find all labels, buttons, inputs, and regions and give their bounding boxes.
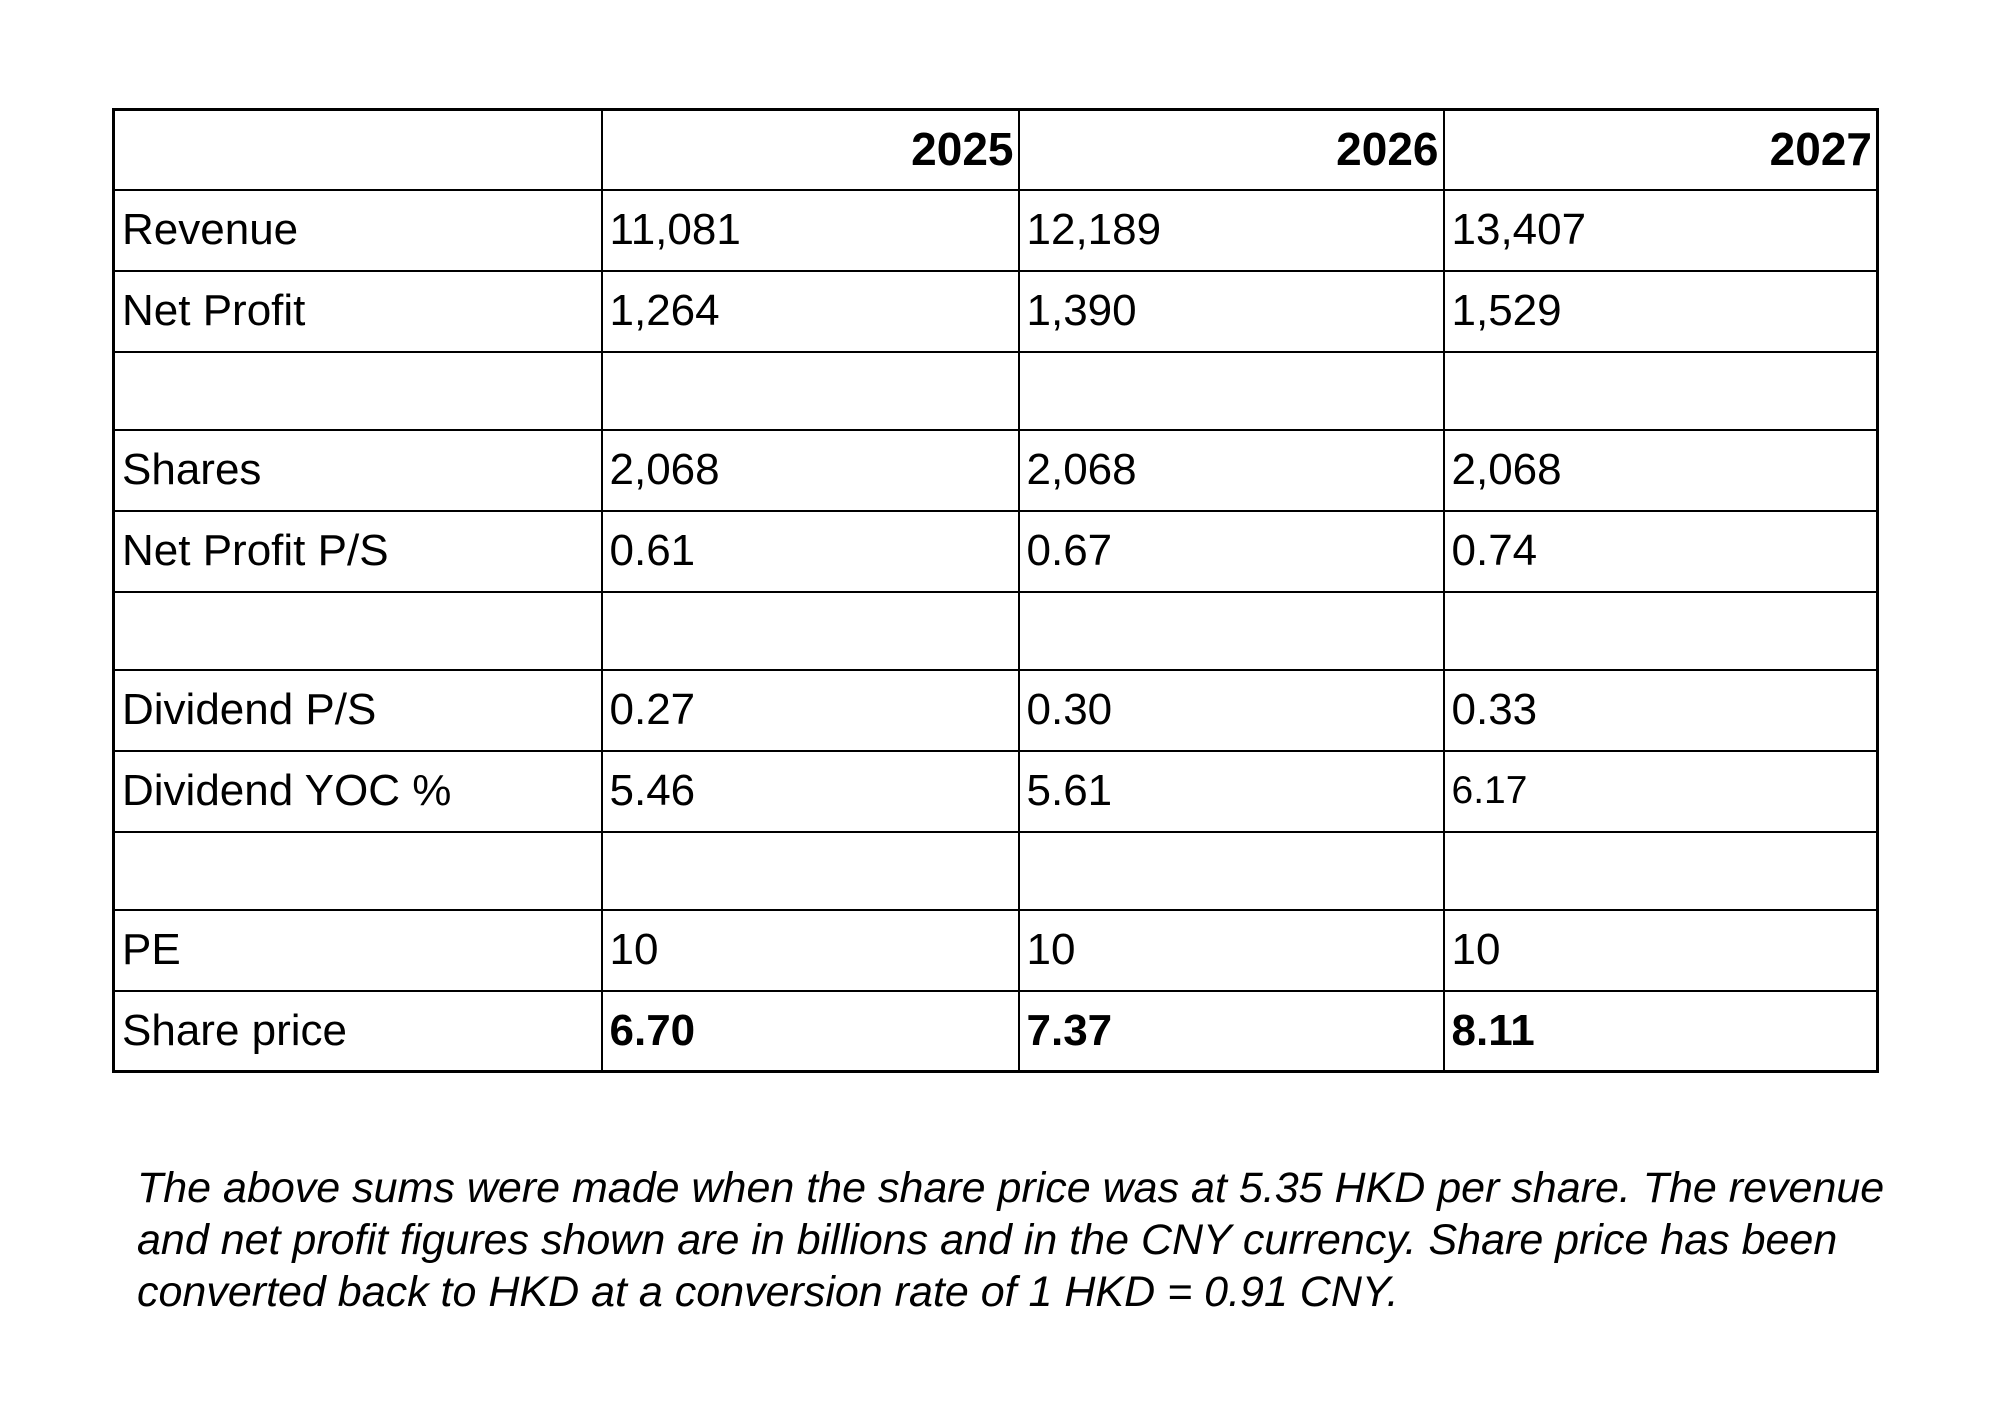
row-label: Net Profit P/S <box>112 509 603 593</box>
cell-value: 10 <box>600 908 1020 992</box>
cell-value: 10 <box>1017 908 1445 992</box>
empty-cell <box>1442 830 1879 911</box>
cell-value: 13,407 <box>1442 188 1879 272</box>
corner-header-cell <box>112 108 603 191</box>
cell-value: 10 <box>1442 908 1879 992</box>
empty-cell <box>1017 350 1445 431</box>
cell-value: 0.33 <box>1442 668 1879 752</box>
footnote-line: The above sums were made when the share … <box>137 1164 1885 1212</box>
empty-cell <box>1442 350 1879 431</box>
cell-value: 11,081 <box>600 188 1020 272</box>
cell-value: 0.30 <box>1017 668 1445 752</box>
year-header-2027: 2027 <box>1442 108 1879 191</box>
table-row-spacer <box>112 590 1879 671</box>
table-row-dividend-yoc: Dividend YOC % 5.46 5.61 6.17 <box>112 749 1879 833</box>
row-label: Revenue <box>112 188 603 272</box>
year-header-2025: 2025 <box>600 108 1020 191</box>
table-row-spacer <box>112 830 1879 911</box>
cell-value: 0.74 <box>1442 509 1879 593</box>
empty-cell <box>1017 830 1445 911</box>
cell-value: 2,068 <box>1442 428 1879 512</box>
cell-value: 5.61 <box>1017 749 1445 833</box>
cell-value: 6.17 <box>1442 749 1879 833</box>
cell-value: 0.67 <box>1017 509 1445 593</box>
footnote-line: and net profit figures shown are in bill… <box>137 1216 1838 1264</box>
cell-value: 1,529 <box>1442 269 1879 353</box>
cell-value: 0.27 <box>600 668 1020 752</box>
row-label: Net Profit <box>112 269 603 353</box>
empty-cell <box>600 350 1020 431</box>
row-label: Share price <box>112 989 603 1073</box>
cell-value: 2,068 <box>600 428 1020 512</box>
cell-value: 5.46 <box>600 749 1020 833</box>
cell-value: 0.61 <box>600 509 1020 593</box>
table-row-net-profit: Net Profit 1,264 1,390 1,529 <box>112 269 1879 353</box>
row-label: PE <box>112 908 603 992</box>
empty-cell <box>112 590 603 671</box>
row-label: Dividend YOC % <box>112 749 603 833</box>
empty-cell <box>112 830 603 911</box>
year-header-2026: 2026 <box>1017 108 1445 191</box>
table-row-share-price: Share price 6.70 7.37 8.11 <box>112 989 1879 1073</box>
table-row-net-profit-ps: Net Profit P/S 0.61 0.67 0.74 <box>112 509 1879 593</box>
financial-projection-table: 2025 2026 2027 Revenue 11,081 12,189 13,… <box>112 108 1879 1073</box>
empty-cell <box>600 590 1020 671</box>
cell-value: 1,390 <box>1017 269 1445 353</box>
empty-cell <box>112 350 603 431</box>
table-row-dividend-ps: Dividend P/S 0.27 0.30 0.33 <box>112 668 1879 752</box>
cell-value: 2,068 <box>1017 428 1445 512</box>
cell-value: 1,264 <box>600 269 1020 353</box>
table-row-shares: Shares 2,068 2,068 2,068 <box>112 428 1879 512</box>
row-label: Dividend P/S <box>112 668 603 752</box>
table-row-spacer <box>112 350 1879 431</box>
empty-cell <box>1442 590 1879 671</box>
footnote: The above sums were made when the share … <box>137 1162 1885 1318</box>
empty-cell <box>1017 590 1445 671</box>
cell-value: 12,189 <box>1017 188 1445 272</box>
table-header-row: 2025 2026 2027 <box>112 108 1879 191</box>
empty-cell <box>600 830 1020 911</box>
cell-value: 6.70 <box>600 989 1020 1073</box>
table-row-revenue: Revenue 11,081 12,189 13,407 <box>112 188 1879 272</box>
table-row-pe: PE 10 10 10 <box>112 908 1879 992</box>
cell-value: 7.37 <box>1017 989 1445 1073</box>
row-label: Shares <box>112 428 603 512</box>
cell-value: 8.11 <box>1442 989 1879 1073</box>
footnote-line: converted back to HKD at a conversion ra… <box>137 1268 1399 1316</box>
